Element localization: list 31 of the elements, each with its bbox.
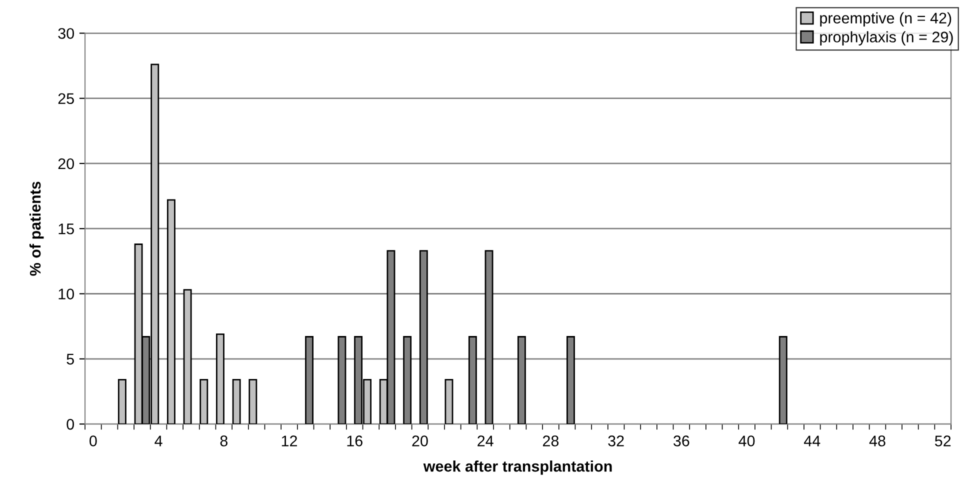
x-tick-label: 52 bbox=[934, 436, 951, 446]
x-tick-label: 20 bbox=[412, 436, 428, 446]
x-tick-label: 48 bbox=[869, 436, 886, 446]
x-tick-label: 40 bbox=[738, 436, 755, 446]
x-tick-label: 28 bbox=[542, 436, 559, 446]
x-tick-label: 0 bbox=[90, 436, 97, 446]
x-tick-label: 12 bbox=[282, 436, 297, 446]
x-tick-label: 36 bbox=[674, 436, 690, 446]
bar bbox=[166, 199, 176, 424]
y-tick-label: 5 bbox=[66, 354, 74, 365]
y-tick-label: 25 bbox=[58, 93, 74, 104]
x-axis-title: week after transplantation bbox=[423, 460, 612, 475]
y-axis-title: % of patients bbox=[29, 182, 44, 276]
y-tick-label: 0 bbox=[66, 418, 74, 430]
y-tick-label: 10 bbox=[58, 288, 74, 300]
x-tick-label: 8 bbox=[220, 436, 228, 446]
x-tick-label: 4 bbox=[154, 436, 162, 446]
y-tick-label: 20 bbox=[58, 158, 74, 170]
y-tick-label: 15 bbox=[58, 224, 74, 234]
bar bbox=[118, 379, 126, 424]
legend-label: preemptive (n = 42) bbox=[820, 12, 952, 27]
legend-label: prophylaxis (n = 29) bbox=[820, 31, 953, 46]
x-tick-label: 24 bbox=[478, 436, 494, 446]
x-tick-label: 44 bbox=[804, 436, 820, 446]
x-tick-label: 16 bbox=[347, 436, 362, 446]
bar bbox=[216, 333, 224, 424]
bar bbox=[444, 379, 454, 424]
bar bbox=[183, 289, 192, 424]
y-tick-label: 30 bbox=[58, 28, 74, 39]
x-tick-label: 32 bbox=[608, 436, 624, 446]
bar bbox=[232, 379, 241, 424]
